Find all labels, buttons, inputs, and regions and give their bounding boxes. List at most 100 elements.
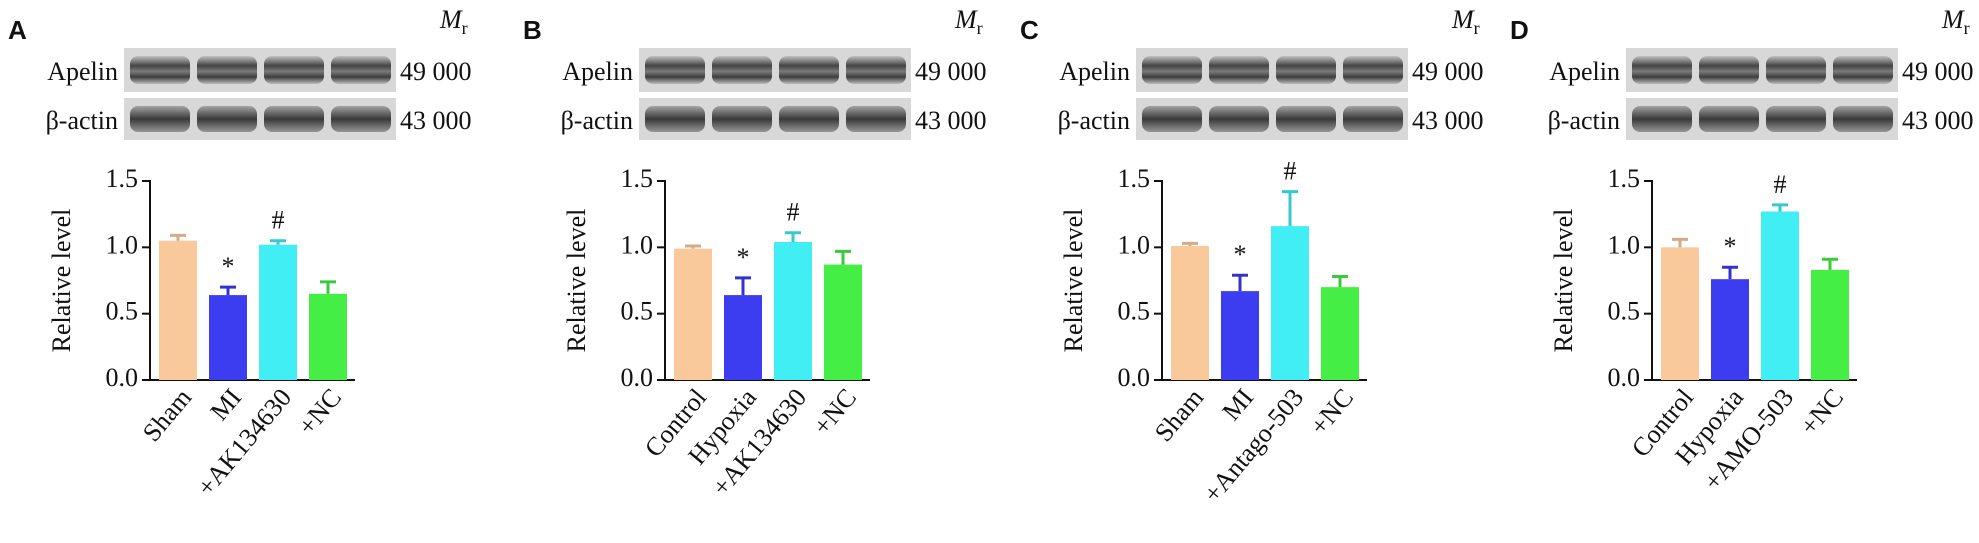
significance-marker: * (222, 252, 235, 281)
y-tick-label: 0.5 (106, 297, 139, 326)
error-bar (320, 280, 336, 294)
blot-band (331, 106, 391, 132)
blot-band (712, 106, 772, 132)
blot-band (1276, 106, 1336, 132)
blot-band (1343, 106, 1403, 132)
y-axis-label: Relative level (562, 209, 591, 353)
mr-label: Mr (1451, 5, 1480, 38)
mr-main: M (1451, 5, 1475, 34)
blot-band (264, 56, 324, 84)
bar (1271, 226, 1309, 380)
significance-marker: # (1774, 170, 1787, 199)
blot-band (197, 56, 257, 84)
blot-label: Apelin (1059, 57, 1130, 86)
y-tick-label: 1.5 (1608, 164, 1641, 193)
significance-marker: * (1234, 240, 1247, 269)
mr-sub: r (977, 18, 983, 38)
y-axis-label: Relative level (1059, 209, 1088, 353)
mr-sub: r (1964, 18, 1970, 38)
mr-sub: r (462, 18, 468, 38)
x-tick-label: MI (205, 383, 248, 426)
error-bar (1182, 241, 1198, 247)
significance-marker: # (272, 206, 285, 235)
y-axis-label: Relative level (47, 209, 76, 353)
bar (1811, 269, 1849, 380)
x-tick-label: +NC (1794, 383, 1849, 441)
error-bar (1822, 257, 1838, 270)
mr-value: 43 000 (1902, 106, 1974, 135)
mr-value: 43 000 (915, 106, 987, 135)
panel-letter: A (8, 15, 27, 45)
blot-label: Apelin (47, 57, 118, 86)
significance-marker: * (737, 243, 750, 272)
error-bar (220, 285, 236, 296)
blot-band (712, 56, 772, 84)
bar (1321, 287, 1359, 380)
blot-band (1833, 56, 1893, 84)
significance-marker: # (787, 198, 800, 227)
blot-band (1699, 56, 1759, 84)
significance-marker: * (1724, 232, 1737, 261)
x-tick-label: Sham (1149, 383, 1209, 447)
bar (774, 242, 812, 380)
y-tick-label: 0.0 (621, 363, 654, 392)
y-tick-label: 0.5 (1608, 297, 1641, 326)
x-tick-label: +NC (807, 383, 862, 441)
blot-band (130, 56, 190, 84)
mr-label: Mr (1941, 5, 1970, 38)
bar (309, 293, 347, 380)
blot-label: β-actin (561, 106, 633, 135)
y-tick-label: 0.0 (1608, 363, 1641, 392)
mr-main: M (439, 5, 463, 34)
blot-band (645, 106, 705, 132)
error-bar (1722, 265, 1738, 280)
bar (1221, 291, 1259, 380)
error-bar (1772, 203, 1788, 212)
blot-label: Apelin (562, 57, 633, 86)
bar (159, 240, 197, 380)
blot-band (1142, 56, 1202, 84)
significance-marker: # (1284, 157, 1297, 186)
y-tick-label: 1.0 (106, 230, 139, 259)
x-tick-label: MI (1217, 383, 1260, 426)
blot-band (1833, 106, 1893, 132)
y-tick-label: 1.5 (1118, 164, 1151, 193)
bar (724, 295, 762, 380)
y-tick-label: 0.5 (621, 297, 654, 326)
error-bar (270, 239, 286, 245)
error-bar (1672, 237, 1688, 248)
bar (674, 248, 712, 380)
panel: D Apelin 49 000 β-actin 43 000 Mr 0.0 0.5 1.0 1.5… (1510, 5, 1974, 496)
blot-band (779, 106, 839, 132)
mr-label: Mr (954, 5, 983, 38)
mr-value: 43 000 (400, 106, 472, 135)
blot-label: β-actin (1548, 106, 1620, 135)
y-tick-label: 0.0 (1118, 363, 1151, 392)
error-bar (1332, 275, 1348, 288)
x-tick-label: +NC (292, 383, 347, 441)
mr-value: 49 000 (400, 57, 472, 86)
y-tick-label: 1.0 (1118, 230, 1151, 259)
y-tick-label: 0.5 (1118, 297, 1151, 326)
mr-value: 49 000 (1412, 57, 1484, 86)
mr-value: 49 000 (1902, 57, 1974, 86)
error-bar (835, 249, 851, 265)
bar (1711, 279, 1749, 380)
blot-band (846, 56, 906, 84)
mr-main: M (1941, 5, 1965, 34)
panel: B Apelin 49 000 β-actin 43 000 Mr 0.0 0.5 1.0 1.5… (523, 5, 987, 501)
blot-band (1699, 106, 1759, 132)
blot-band (779, 56, 839, 84)
error-bar (735, 276, 751, 296)
blot-band (1209, 106, 1269, 132)
blot-band (1632, 106, 1692, 132)
error-bar (685, 244, 701, 249)
bar (1171, 246, 1209, 380)
blot-band (1142, 106, 1202, 132)
blot-band (846, 106, 906, 132)
blot-label: β-actin (1058, 106, 1130, 135)
error-bar (785, 231, 801, 243)
error-bar (1282, 190, 1298, 227)
blot-band (331, 56, 391, 84)
blot-band (1343, 56, 1403, 84)
